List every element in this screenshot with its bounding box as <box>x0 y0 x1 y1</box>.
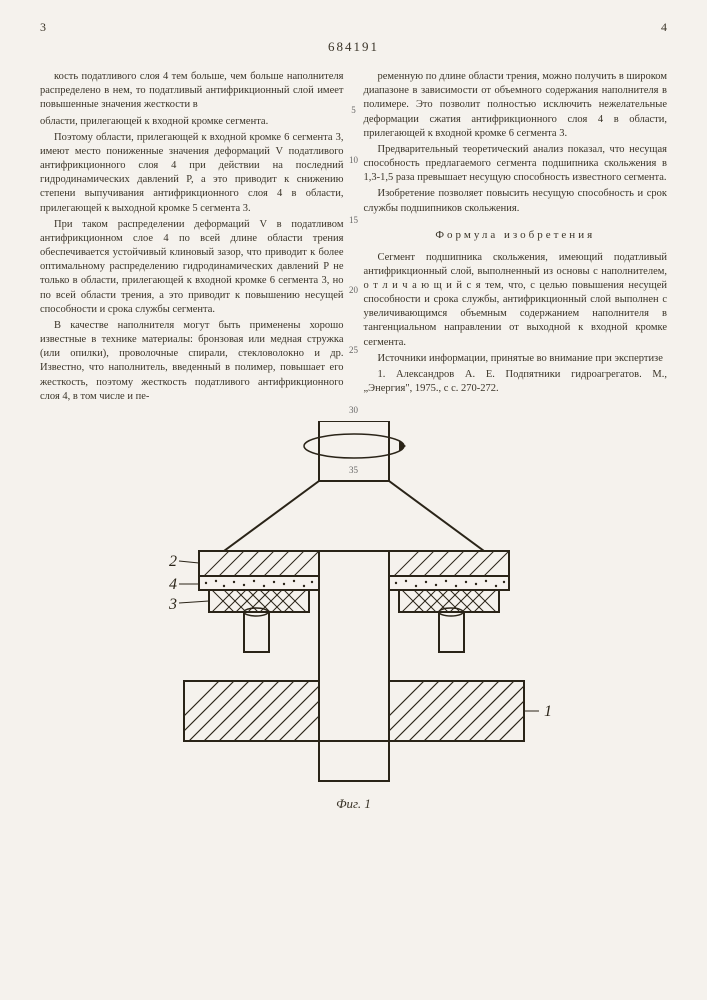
source-item: 1. Александров А. Е. Подпятники гидроагр… <box>364 368 668 396</box>
figure-label-1: 1 <box>544 703 552 720</box>
line-marker: 5 <box>351 105 356 115</box>
formula-title: Формула изобретения <box>364 228 668 243</box>
figure-caption: Фиг. 1 <box>40 796 667 812</box>
figure-label-4: 4 <box>169 576 177 593</box>
paragraph: Поэтому области, прилегающей к входной к… <box>40 131 344 216</box>
figure-label-2: 2 <box>169 553 177 570</box>
technical-drawing: 2 4 3 1 <box>104 421 604 791</box>
line-marker: 15 <box>349 215 358 225</box>
paragraph: области, прилегающей к входной кромке се… <box>40 115 344 129</box>
paragraph: При таком распределении деформаций V в п… <box>40 218 344 317</box>
paragraph: кость податливого слоя 4 тем больше, чем… <box>40 70 344 113</box>
paragraph: В качестве наполнителя могут быть примен… <box>40 319 344 404</box>
right-column: ременную по длине области трения, можно … <box>364 70 668 406</box>
document-number: 684191 <box>40 39 667 55</box>
sources-title: Источники информации, принятые во вниман… <box>364 352 668 366</box>
line-marker: 25 <box>349 345 358 355</box>
page-num-right: 4 <box>661 20 667 35</box>
line-marker: 35 <box>349 465 358 475</box>
figure-1: 2 4 3 1 Фиг. 1 <box>40 421 667 812</box>
page: 3 4 684191 5 10 15 20 25 30 35 кость под… <box>0 0 707 1000</box>
paragraph: Изобретение позволяет повысить несущую с… <box>364 187 668 215</box>
left-column: кость податливого слоя 4 тем больше, чем… <box>40 70 344 406</box>
line-marker: 10 <box>349 155 358 165</box>
paragraph: Предварительный теоретический анализ пок… <box>364 143 668 186</box>
figure-label-3: 3 <box>168 596 177 613</box>
page-num-left: 3 <box>40 20 46 35</box>
page-numbers: 3 4 <box>40 20 667 35</box>
claim-text: Сегмент подшипника скольжения, имеющий п… <box>364 251 668 350</box>
paragraph: ременную по длине области трения, можно … <box>364 70 668 141</box>
line-marker: 30 <box>349 405 358 415</box>
text-columns: кость податливого слоя 4 тем больше, чем… <box>40 70 667 406</box>
line-marker: 20 <box>349 285 358 295</box>
